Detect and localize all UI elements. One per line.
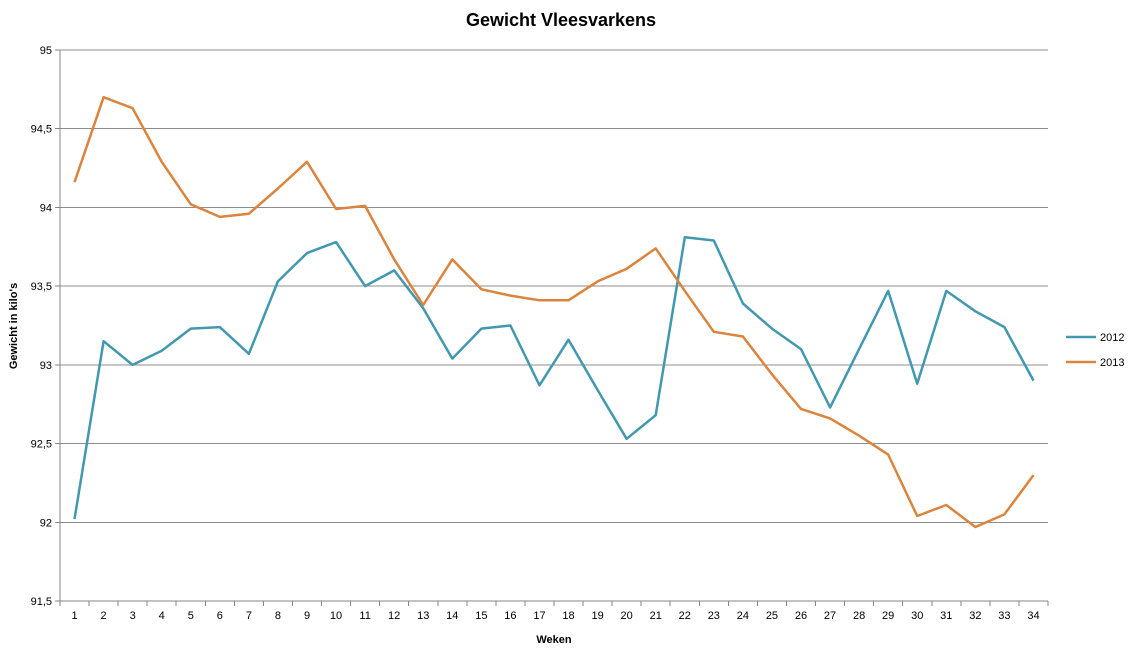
y-tick-label: 91,5 (31, 596, 52, 608)
x-tick-label: 21 (650, 610, 662, 622)
x-tick-label: 23 (708, 610, 720, 622)
x-tick-label: 11 (359, 610, 370, 622)
y-tick-label: 94,5 (31, 124, 52, 136)
x-tick-label: 27 (824, 610, 836, 622)
x-tick-label: 17 (533, 610, 545, 622)
x-tick-label: 13 (417, 610, 429, 622)
x-tick-label: 4 (159, 610, 165, 622)
y-tick-label: 93,5 (31, 281, 52, 293)
series-line-2013 (73, 95, 1035, 529)
series-line-2012 (73, 236, 1035, 520)
x-tick-label: 1 (71, 610, 77, 622)
x-tick-label: 2 (101, 610, 107, 622)
x-tick-label: 30 (911, 610, 923, 622)
x-tick-label: 15 (475, 610, 487, 622)
x-tick-label: 10 (330, 610, 342, 622)
x-tick-label: 7 (246, 610, 252, 622)
x-tick-label: 16 (504, 610, 516, 622)
x-tick-label: 28 (853, 610, 865, 622)
x-tick-label: 34 (1027, 610, 1039, 622)
x-tick-label: 9 (304, 610, 310, 622)
x-tick-label: 3 (130, 610, 136, 622)
legend-label-2013: 2013 (1100, 357, 1124, 369)
x-tick-label: 18 (562, 610, 574, 622)
x-tick-label: 5 (188, 610, 194, 622)
chart-title: Gewicht Vleesvarkens (466, 10, 656, 30)
x-tick-label: 6 (217, 610, 223, 622)
x-tick-label: 22 (679, 610, 691, 622)
x-tick-label: 12 (388, 610, 400, 622)
x-tick-label: 20 (621, 610, 633, 622)
y-axis-label: Gewicht in kilo's (8, 283, 20, 369)
x-tick-label: 24 (737, 610, 749, 622)
x-tick-label: 29 (882, 610, 894, 622)
x-tick-label: 32 (969, 610, 981, 622)
x-tick-label: 31 (940, 610, 952, 622)
x-tick-label: 26 (795, 610, 807, 622)
y-tick-label: 93 (40, 360, 52, 372)
legend-label-2012: 2012 (1100, 332, 1124, 344)
y-tick-label: 92 (40, 517, 52, 529)
y-tick-label: 92,5 (31, 439, 52, 451)
x-axis-label: Weken (536, 634, 572, 646)
x-tick-label: 14 (446, 610, 458, 622)
x-tick-label: 8 (275, 610, 281, 622)
y-tick-label: 95 (40, 45, 52, 57)
y-tick-label: 94 (40, 202, 52, 214)
x-tick-label: 25 (766, 610, 778, 622)
x-tick-label: 33 (998, 610, 1010, 622)
x-tick-label: 19 (591, 610, 603, 622)
